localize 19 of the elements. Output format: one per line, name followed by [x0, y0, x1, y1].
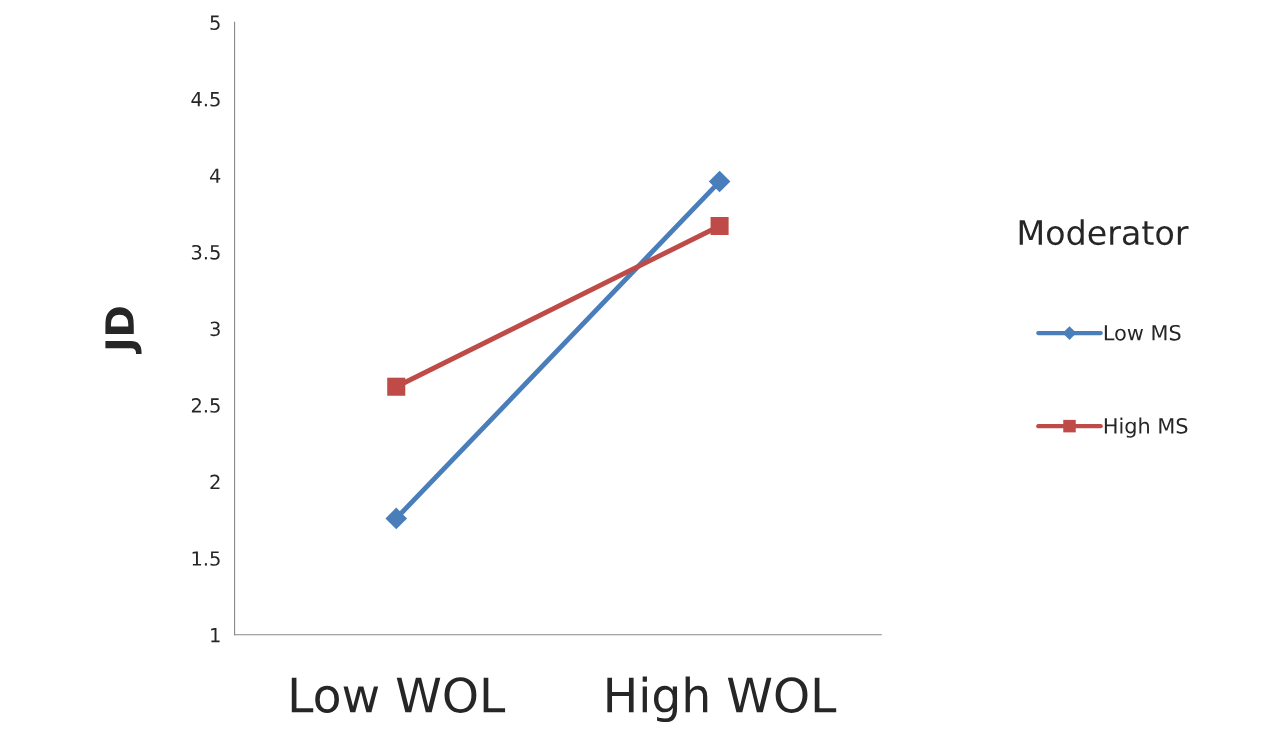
y-tick-label: 2.5 [191, 398, 220, 413]
x-tick-label: Low WOL [291, 677, 506, 713]
y-tick-label: 3.5 [191, 244, 220, 260]
x-tick-label: High WOL [607, 676, 837, 723]
y-tick-label: 5 [210, 15, 220, 31]
y-tick-label: 2 [210, 474, 220, 490]
point [385, 507, 408, 530]
y-axis-title: JD [105, 307, 142, 355]
point [710, 216, 729, 235]
legend-label: Low MS [1104, 324, 1181, 341]
y-tick-label: 4.5 [191, 92, 220, 107]
y-tick-label: 3 [210, 321, 220, 337]
point [387, 377, 406, 396]
y-tick-label: 4 [209, 168, 221, 183]
y-tick-label: 1 [211, 627, 220, 643]
legend-label: High MS [1104, 417, 1188, 438]
point [708, 170, 731, 193]
y-tick-label: 1.5 [192, 551, 220, 566]
legend-title: Moderator [1019, 219, 1189, 246]
